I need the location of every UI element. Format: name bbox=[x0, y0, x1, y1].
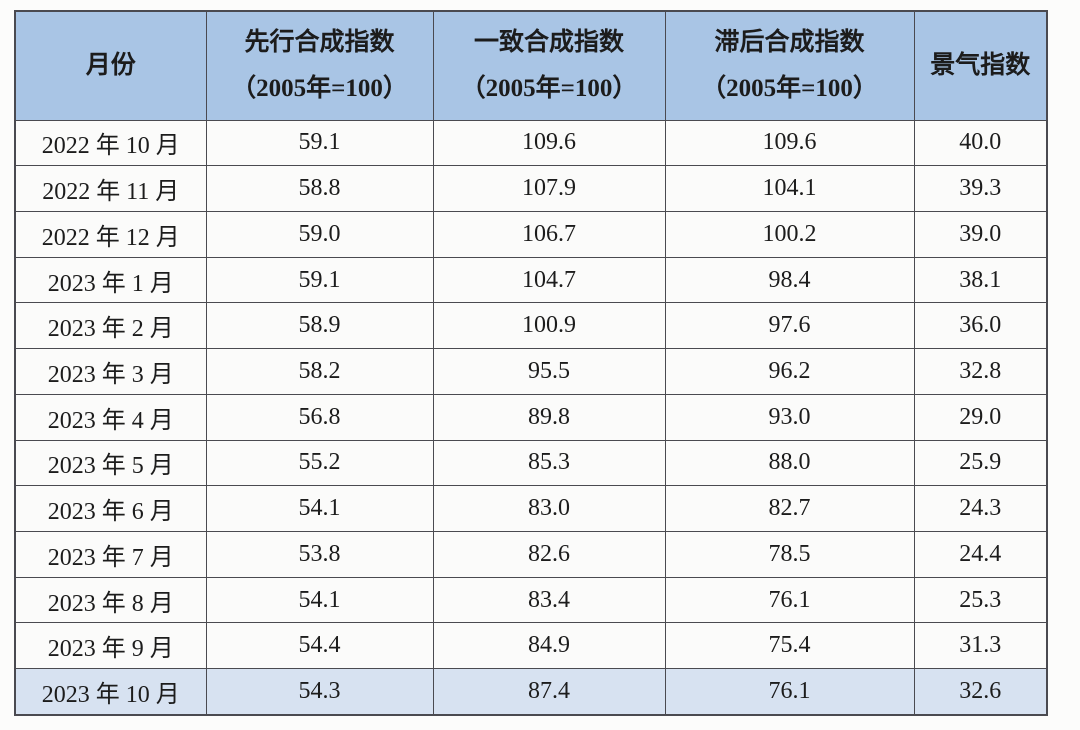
prosperity-cell: 29.0 bbox=[913, 393, 1048, 441]
table-row: 2023 年 6 月 54.1 83.0 82.7 24.3 bbox=[14, 485, 1048, 532]
col-header-lagging-title: 滞后合成指数 bbox=[714, 28, 865, 56]
col-header-coincident-sub: （2005年=100） bbox=[460, 74, 638, 102]
table-body: 2022 年 10 月 59.1 109.6 109.6 40.0 2022 年 11 月… bbox=[14, 119, 1048, 716]
month-cell: 2022 年 11 月 bbox=[14, 165, 207, 212]
lagging-cell: 100.2 bbox=[664, 210, 915, 258]
prosperity-cell: 38.1 bbox=[913, 256, 1048, 304]
coincident-cell: 106.7 bbox=[432, 210, 666, 258]
coincident-cell: 84.9 bbox=[432, 622, 666, 670]
col-header-coincident-title: 一致合成指数 bbox=[473, 28, 624, 56]
leading-cell: 54.1 bbox=[205, 485, 434, 532]
coincident-cell: 104.7 bbox=[432, 256, 666, 304]
lagging-cell: 98.4 bbox=[664, 256, 915, 304]
lagging-cell: 88.0 bbox=[664, 439, 915, 487]
table-row: 2023 年 10 月 54.3 87.4 76.1 32.6 bbox=[14, 668, 1048, 716]
month-cell: 2023 年 5 月 bbox=[14, 439, 207, 487]
col-header-coincident: 一致合成指数 （2005年=100） bbox=[432, 10, 666, 121]
month-cell: 2022 年 10 月 bbox=[14, 119, 207, 167]
col-header-leading: 先行合成指数 （2005年=100） bbox=[205, 10, 434, 121]
lagging-cell: 75.4 bbox=[664, 622, 915, 670]
leading-cell: 58.8 bbox=[205, 165, 434, 212]
lagging-cell: 97.6 bbox=[664, 302, 915, 350]
table-row: 2023 年 5 月 55.2 85.3 88.0 25.9 bbox=[14, 439, 1048, 487]
coincident-cell: 83.0 bbox=[432, 485, 666, 532]
prosperity-cell: 36.0 bbox=[913, 302, 1048, 350]
month-cell: 2023 年 3 月 bbox=[14, 348, 207, 395]
table-row: 2022 年 10 月 59.1 109.6 109.6 40.0 bbox=[14, 119, 1048, 167]
leading-cell: 54.3 bbox=[205, 668, 434, 716]
leading-cell: 53.8 bbox=[205, 530, 434, 578]
col-header-lagging-sub: （2005年=100） bbox=[701, 74, 878, 102]
lagging-cell: 93.0 bbox=[664, 393, 915, 441]
col-header-leading-sub: （2005年=100） bbox=[231, 74, 408, 102]
month-cell: 2023 年 2 月 bbox=[14, 302, 207, 350]
composite-index-table: 月份 先行合成指数 （2005年=100） 一致合成指数 （2005年=100） 滞… bbox=[14, 10, 1048, 716]
lagging-cell: 104.1 bbox=[664, 165, 915, 212]
coincident-cell: 89.8 bbox=[432, 393, 666, 441]
month-cell: 2023 年 9 月 bbox=[14, 622, 207, 670]
coincident-cell: 85.3 bbox=[432, 439, 666, 487]
col-header-lagging: 滞后合成指数 （2005年=100） bbox=[664, 10, 915, 121]
lagging-cell: 82.7 bbox=[664, 485, 915, 532]
prosperity-cell: 39.3 bbox=[913, 165, 1048, 212]
coincident-cell: 82.6 bbox=[432, 530, 666, 578]
table-row: 2023 年 1 月 59.1 104.7 98.4 38.1 bbox=[14, 256, 1048, 304]
leading-cell: 58.9 bbox=[205, 302, 434, 350]
col-header-prosperity-title: 景气指数 bbox=[930, 51, 1031, 79]
prosperity-cell: 31.3 bbox=[913, 622, 1048, 670]
col-header-leading-title: 先行合成指数 bbox=[244, 28, 395, 56]
prosperity-cell: 24.4 bbox=[913, 530, 1048, 578]
leading-cell: 59.1 bbox=[205, 119, 434, 167]
leading-cell: 55.2 bbox=[205, 439, 434, 487]
coincident-cell: 83.4 bbox=[432, 576, 666, 624]
prosperity-cell: 24.3 bbox=[913, 485, 1048, 532]
lagging-cell: 76.1 bbox=[664, 668, 915, 716]
prosperity-cell: 32.6 bbox=[913, 668, 1048, 716]
lagging-cell: 109.6 bbox=[664, 119, 915, 167]
month-cell: 2023 年 10 月 bbox=[14, 668, 207, 716]
leading-cell: 54.4 bbox=[205, 622, 434, 670]
prosperity-cell: 39.0 bbox=[913, 210, 1048, 258]
month-cell: 2022 年 12 月 bbox=[14, 210, 207, 258]
month-cell: 2023 年 7 月 bbox=[14, 530, 207, 578]
table-row: 2023 年 9 月 54.4 84.9 75.4 31.3 bbox=[14, 622, 1048, 670]
coincident-cell: 109.6 bbox=[432, 119, 666, 167]
leading-cell: 58.2 bbox=[205, 348, 434, 395]
leading-cell: 54.1 bbox=[205, 576, 434, 624]
prosperity-cell: 40.0 bbox=[913, 119, 1048, 167]
coincident-cell: 100.9 bbox=[432, 302, 666, 350]
leading-cell: 59.0 bbox=[205, 210, 434, 258]
coincident-cell: 87.4 bbox=[432, 668, 666, 716]
prosperity-cell: 25.3 bbox=[913, 576, 1048, 624]
col-header-month-title: 月份 bbox=[85, 51, 136, 79]
header-row: 月份 先行合成指数 （2005年=100） 一致合成指数 （2005年=100） 滞… bbox=[14, 10, 1048, 121]
month-cell: 2023 年 4 月 bbox=[14, 393, 207, 441]
table-row: 2022 年 11 月 58.8 107.9 104.1 39.3 bbox=[14, 165, 1048, 212]
prosperity-cell: 25.9 bbox=[913, 439, 1048, 487]
table-row: 2022 年 12 月 59.0 106.7 100.2 39.0 bbox=[14, 210, 1048, 258]
table-row: 2023 年 4 月 56.8 89.8 93.0 29.0 bbox=[14, 393, 1048, 441]
lagging-cell: 76.1 bbox=[664, 576, 915, 624]
coincident-cell: 95.5 bbox=[432, 348, 666, 395]
month-cell: 2023 年 6 月 bbox=[14, 485, 207, 532]
coincident-cell: 107.9 bbox=[432, 165, 666, 212]
table-row: 2023 年 2 月 58.9 100.9 97.6 36.0 bbox=[14, 302, 1048, 350]
leading-cell: 59.1 bbox=[205, 256, 434, 304]
lagging-cell: 78.5 bbox=[664, 530, 915, 578]
table-row: 2023 年 3 月 58.2 95.5 96.2 32.8 bbox=[14, 348, 1048, 395]
leading-cell: 56.8 bbox=[205, 393, 434, 441]
prosperity-cell: 32.8 bbox=[913, 348, 1048, 395]
month-cell: 2023 年 8 月 bbox=[14, 576, 207, 624]
table-row: 2023 年 7 月 53.8 82.6 78.5 24.4 bbox=[14, 530, 1048, 578]
table-header: 月份 先行合成指数 （2005年=100） 一致合成指数 （2005年=100） 滞… bbox=[14, 10, 1048, 121]
col-header-month: 月份 bbox=[14, 10, 207, 121]
month-cell: 2023 年 1 月 bbox=[14, 256, 207, 304]
table-row: 2023 年 8 月 54.1 83.4 76.1 25.3 bbox=[14, 576, 1048, 624]
col-header-prosperity: 景气指数 bbox=[913, 10, 1048, 121]
lagging-cell: 96.2 bbox=[664, 348, 915, 395]
